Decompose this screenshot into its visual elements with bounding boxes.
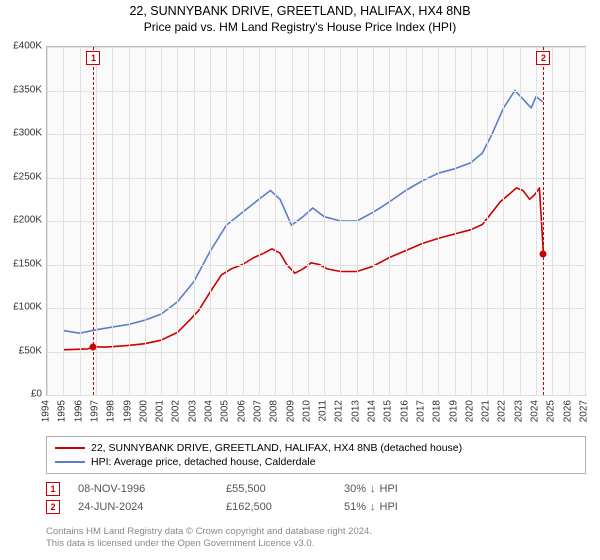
y-tick-label: £100K [13,302,42,313]
x-tick-label: 2005 [220,400,231,422]
transaction-price: £55,500 [226,483,326,495]
chart-title: 22, SUNNYBANK DRIVE, GREETLAND, HALIFAX,… [0,4,600,18]
footer-line-2: This data is licensed under the Open Gov… [46,538,586,550]
transaction-row: 2 24-JUN-2024 £162,500 51% ↓ HPI [46,498,586,516]
x-tick-label: 2002 [171,400,182,422]
transaction-date: 08-NOV-1996 [78,483,208,495]
y-tick-label: £300K [13,128,42,139]
x-tick-label: 2019 [448,400,459,422]
transaction-diff: 30% ↓ HPI [344,483,464,495]
marker-dot [540,250,547,257]
x-tick-label: 2003 [187,400,198,422]
x-tick-label: 2021 [481,400,492,422]
transaction-row: 1 08-NOV-1996 £55,500 30% ↓ HPI [46,480,586,498]
x-tick-label: 2016 [399,400,410,422]
x-axis: 1994199519961997199819992000200120022003… [46,398,586,438]
y-axis: £0£50K£100K£150K£200K£250K£300K£350K£400… [0,46,44,396]
title-block: 22, SUNNYBANK DRIVE, GREETLAND, HALIFAX,… [0,0,600,34]
x-tick-label: 2000 [138,400,149,422]
y-tick-label: £50K [19,345,42,356]
x-tick-label: 2024 [530,400,541,422]
x-tick-label: 2009 [285,400,296,422]
footer-text: Contains HM Land Registry data © Crown c… [46,526,586,550]
marker-dot [90,343,97,350]
diff-ref: HPI [380,483,398,495]
transaction-rows: 1 08-NOV-1996 £55,500 30% ↓ HPI 2 24-JUN… [46,480,586,516]
marker-label-icon: 1 [46,482,60,496]
legend-label: 22, SUNNYBANK DRIVE, GREETLAND, HALIFAX,… [91,442,462,454]
y-tick-label: £250K [13,171,42,182]
transaction-price: £162,500 [226,501,326,513]
x-tick-label: 2014 [367,400,378,422]
diff-ref: HPI [380,501,398,513]
marker-label-icon: 2 [46,500,60,514]
marker-label: 2 [536,51,550,65]
arrow-down-icon: ↓ [370,483,376,495]
arrow-down-icon: ↓ [370,501,376,513]
transaction-date: 24-JUN-2024 [78,501,208,513]
x-tick-label: 2022 [497,400,508,422]
x-tick-label: 2023 [513,400,524,422]
plot-area: 12 [46,46,586,396]
x-tick-label: 2007 [252,400,263,422]
x-tick-label: 2008 [269,400,280,422]
x-tick-label: 2011 [318,400,329,422]
diff-pct: 30% [344,483,366,495]
x-tick-label: 2026 [562,400,573,422]
diff-pct: 51% [344,501,366,513]
x-tick-label: 2001 [155,400,166,422]
x-tick-label: 1995 [57,400,68,422]
x-tick-label: 2012 [334,400,345,422]
legend: 22, SUNNYBANK DRIVE, GREETLAND, HALIFAX,… [46,436,586,474]
x-tick-label: 2006 [236,400,247,422]
marker-line [543,47,544,395]
x-tick-label: 2017 [415,400,426,422]
x-tick-label: 2020 [464,400,475,422]
legend-swatch [55,447,85,449]
x-tick-label: 2004 [204,400,215,422]
x-tick-label: 2010 [301,400,312,422]
x-tick-label: 2025 [546,400,557,422]
legend-swatch [55,461,85,463]
y-tick-label: £400K [13,41,42,52]
x-tick-label: 2027 [579,400,590,422]
x-tick-label: 1998 [106,400,117,422]
marker-label: 1 [86,51,100,65]
x-tick-label: 1997 [89,400,100,422]
y-tick-label: £150K [13,258,42,269]
x-tick-label: 1996 [73,400,84,422]
transaction-diff: 51% ↓ HPI [344,501,464,513]
x-tick-label: 2015 [383,400,394,422]
x-tick-label: 2018 [432,400,443,422]
legend-label: HPI: Average price, detached house, Cald… [91,456,316,468]
footer-line-1: Contains HM Land Registry data © Crown c… [46,526,586,538]
chart-subtitle: Price paid vs. HM Land Registry's House … [0,20,600,34]
legend-item: 22, SUNNYBANK DRIVE, GREETLAND, HALIFAX,… [55,441,577,455]
y-tick-label: £0 [31,389,42,400]
x-tick-label: 1999 [122,400,133,422]
legend-item: HPI: Average price, detached house, Cald… [55,455,577,469]
chart-container: 22, SUNNYBANK DRIVE, GREETLAND, HALIFAX,… [0,0,600,560]
x-tick-label: 1994 [41,400,52,422]
x-tick-label: 2013 [350,400,361,422]
y-tick-label: £200K [13,215,42,226]
y-tick-label: £350K [13,84,42,95]
